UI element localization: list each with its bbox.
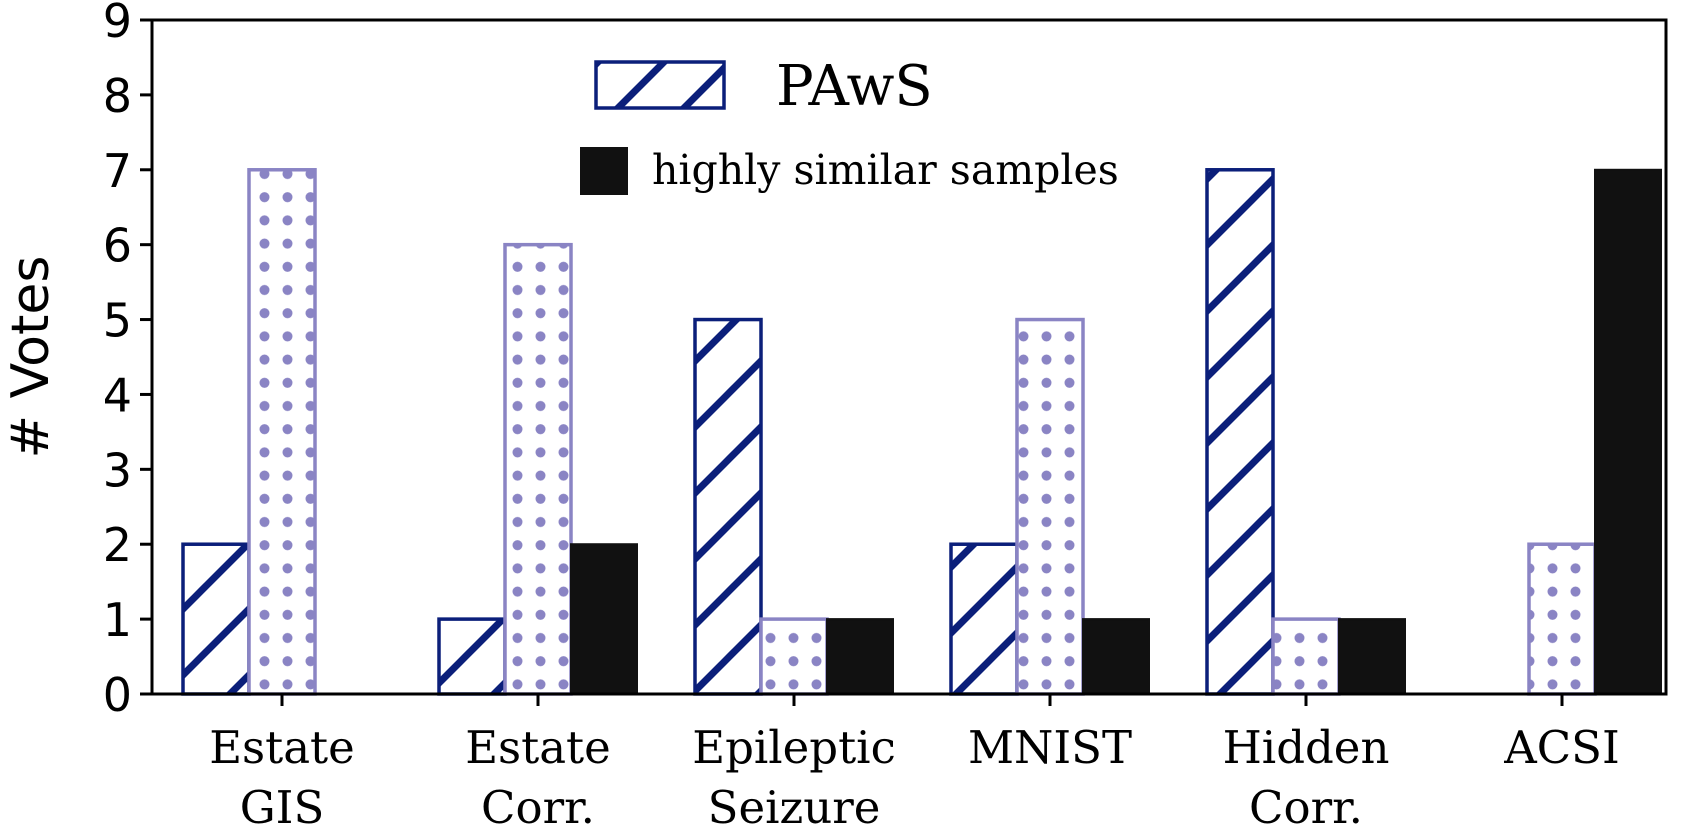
legend-swatch-0 [594,60,726,110]
y-tick-label: 3 [103,443,132,497]
bar-paws-hidden-corr- [1205,168,1275,696]
bar-paws-estate-corr- [437,617,507,696]
x-tick-label: Corr. [1249,781,1363,834]
y-tick-label: 4 [103,368,132,422]
bar-highly-similar-samples-epileptic-seizure [826,618,894,695]
bar-series-1-epileptic-seizure [759,617,829,696]
bar-paws-estate-gis [181,542,251,696]
legend-swatch-2 [580,147,628,195]
x-tick-label: MNIST [968,721,1132,774]
bar-paws-epileptic-seizure [693,317,763,696]
bar-series-1-acsi [1527,542,1597,696]
bar-paws-mnist [949,542,1019,696]
legend-label-0: PAwS [776,54,933,119]
plot-frame [150,18,1668,696]
y-tick-label: 5 [103,294,132,348]
x-tick-label: Seizure [708,781,881,834]
y-axis-label: # Votes [1,256,61,459]
x-tick-label: Corr. [481,781,595,834]
x-tick-label: Hidden [1223,721,1390,774]
y-tick-label: 0 [103,668,132,722]
y-tick-label: 8 [103,69,132,123]
y-tick-label: 2 [103,518,132,572]
x-tick-label: Estate [465,721,611,774]
y-tick-label: 9 [103,0,132,48]
bar-highly-similar-samples-estate-corr- [570,543,638,695]
x-tick-label: ACSI [1503,721,1620,774]
bar-highly-similar-samples-acsi [1594,168,1662,695]
x-tick-label: Estate [209,721,355,774]
bar-series-1-mnist [1015,317,1085,696]
bar-series-1-hidden-corr- [1271,617,1341,696]
y-tick-label: 7 [103,144,132,198]
x-tick-label: GIS [240,781,325,834]
legend-label-2: highly similar samples [652,146,1119,194]
y-tick-label: 6 [103,219,132,273]
y-tick-label: 1 [103,593,132,647]
x-tick-label: Epileptic [692,721,896,774]
bar-highly-similar-samples-hidden-corr- [1338,618,1406,695]
bar-series-1-estate-corr- [503,242,573,696]
bar-highly-similar-samples-mnist [1082,618,1150,695]
bar-series-1-estate-gis [247,168,317,696]
